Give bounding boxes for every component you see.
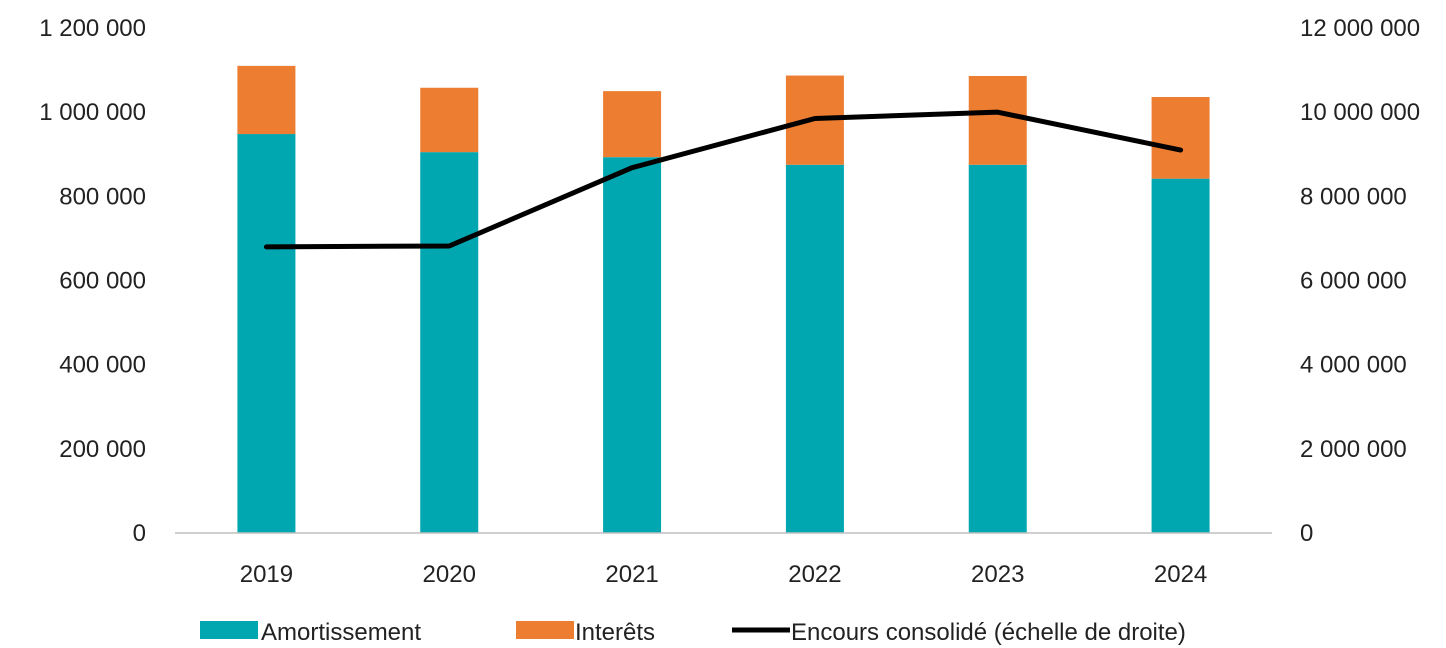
right-tick-label: 0 bbox=[1300, 520, 1313, 547]
x-axis-ticks: 2019 2020 2021 2022 2023 2024 bbox=[240, 561, 1208, 588]
right-tick-label: 2 000 000 bbox=[1300, 436, 1407, 463]
left-tick-label: 800 000 bbox=[59, 183, 146, 210]
bar-amortissement-2020 bbox=[420, 152, 479, 534]
left-tick-label: 0 bbox=[133, 520, 146, 547]
x-tick-label: 2024 bbox=[1154, 561, 1207, 588]
left-tick-label: 400 000 bbox=[59, 352, 146, 379]
x-tick-label: 2020 bbox=[423, 561, 476, 588]
left-tick-label: 1 000 000 bbox=[39, 99, 146, 126]
bar-amortissement-2024 bbox=[1151, 178, 1210, 534]
right-tick-label: 6 000 000 bbox=[1300, 268, 1407, 295]
bar-amortissement-2022 bbox=[785, 164, 844, 534]
left-tick-label: 200 000 bbox=[59, 436, 146, 463]
bar-amortissement-2021 bbox=[603, 157, 662, 533]
bar-inter-ts-2020 bbox=[420, 87, 479, 153]
legend-label-inter-ts: Interêts bbox=[575, 619, 655, 646]
legend-swatch-inter-ts bbox=[516, 621, 574, 639]
x-tick-label: 2021 bbox=[605, 561, 658, 588]
bar-inter-ts-2019 bbox=[237, 65, 296, 135]
x-tick-label: 2023 bbox=[971, 561, 1024, 588]
right-axis-ticks: 0 2 000 000 4 000 000 6 000 000 8 000 000 10 … bbox=[1300, 15, 1420, 547]
legend: Amortissement Interêts Encours consolidé (… bbox=[200, 619, 1186, 646]
line-encours-consolide bbox=[263, 109, 1184, 250]
bar-amortissement-2019 bbox=[237, 134, 296, 534]
legend-label-amortissement: Amortissement bbox=[261, 619, 421, 646]
x-tick-label: 2019 bbox=[240, 561, 293, 588]
legend-label-encours-consolid-chelle-de-droite: Encours consolidé (échelle de droite) bbox=[791, 619, 1186, 646]
right-tick-label: 4 000 000 bbox=[1300, 352, 1407, 379]
right-tick-label: 10 000 000 bbox=[1300, 99, 1420, 126]
legend-swatch-amortissement bbox=[200, 621, 258, 639]
left-tick-label: 1 200 000 bbox=[39, 15, 146, 42]
bar-inter-ts-2023 bbox=[968, 75, 1027, 165]
bar-inter-ts-2021 bbox=[603, 91, 662, 158]
line-layer bbox=[263, 109, 1184, 250]
bar-inter-ts-2024 bbox=[1151, 97, 1210, 179]
left-tick-label: 600 000 bbox=[59, 268, 146, 295]
left-axis-ticks: 0 200 000 400 000 600 000 800 000 1 000 000 1 … bbox=[39, 15, 146, 547]
right-tick-label: 8 000 000 bbox=[1300, 183, 1407, 210]
bars-layer bbox=[237, 65, 1210, 534]
bar-amortissement-2023 bbox=[968, 164, 1027, 534]
right-tick-label: 12 000 000 bbox=[1300, 15, 1420, 42]
x-tick-label: 2022 bbox=[788, 561, 841, 588]
